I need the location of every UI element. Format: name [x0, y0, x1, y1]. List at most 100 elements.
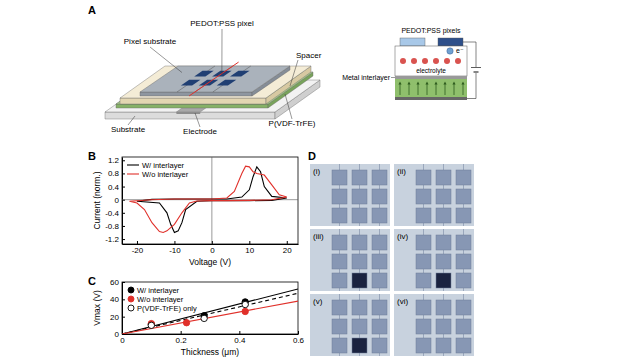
legend-entry: P(VDF-TrFE) only	[137, 304, 197, 313]
pixel	[456, 300, 471, 315]
x-axis: -20-1001020	[123, 241, 299, 255]
x-axis-title: Thickness (μm)	[181, 347, 239, 357]
pixel	[352, 189, 367, 204]
plot-frame	[122, 282, 298, 334]
tick-mark	[122, 226, 125, 227]
inset: PEDOT:PSS pixelse⁻electrolyteMetal inter…	[342, 27, 481, 100]
tick-mark	[122, 213, 125, 214]
label: Pixel substrate	[124, 37, 177, 46]
series-line	[122, 289, 298, 334]
legend-symbol	[127, 164, 139, 165]
tick-label: 0.6	[293, 336, 305, 345]
legend-entry: W/o interlayer	[137, 295, 184, 304]
leader-line	[150, 47, 182, 73]
polarization-arrow	[463, 83, 464, 95]
tick-label: 40	[110, 295, 119, 304]
polarization-arrow	[400, 83, 401, 95]
tick-label: 0	[115, 196, 120, 205]
battery	[474, 71, 479, 72]
tick-mark	[249, 241, 250, 244]
tick-mark	[122, 334, 125, 335]
ion	[411, 58, 417, 64]
data-layer	[122, 289, 298, 334]
tick: 0.4	[234, 331, 246, 345]
tick: 0	[115, 330, 125, 339]
active-pixel	[436, 273, 451, 288]
pixel	[352, 170, 367, 185]
label: P(VDF-TrFE)	[269, 119, 316, 128]
leader-line	[195, 113, 200, 127]
photo-label: (v)	[313, 297, 323, 306]
inset-pixel	[400, 38, 425, 46]
tick-label: 1.2	[108, 156, 120, 165]
polarization-arrow	[436, 83, 437, 95]
photo	[394, 164, 474, 226]
tick-label: 20	[283, 246, 292, 255]
tick-mark	[298, 331, 299, 334]
background	[0, 0, 640, 360]
series-line	[129, 166, 286, 232]
data-point	[201, 315, 207, 321]
inset-pixel	[438, 38, 463, 46]
tick-label: 0.4	[108, 183, 120, 192]
pixel	[436, 319, 451, 334]
pixel	[436, 338, 451, 353]
photo-label: (iv)	[397, 232, 408, 241]
label: Substrate	[111, 125, 146, 134]
legend: W/ interlayerW/o interlayer	[127, 161, 189, 179]
pixel	[456, 254, 471, 269]
label: Spacer	[296, 51, 322, 60]
pixel	[332, 170, 347, 185]
tick-mark	[122, 173, 125, 174]
tick: 20	[283, 241, 292, 255]
photo-label: (iii)	[313, 232, 324, 241]
active-pixel	[352, 338, 367, 353]
inset-label: PEDOT:PSS pixels	[401, 27, 461, 35]
battery	[471, 67, 481, 68]
axis-line	[122, 158, 123, 245]
chart: -20-1001020-1.2-0.8-0.400.40.81.2Voltage…	[88, 150, 299, 267]
pixel	[436, 189, 451, 204]
pixel	[416, 254, 431, 269]
pixel	[456, 338, 471, 353]
panel-label: D	[308, 150, 316, 162]
photo-label: (vi)	[397, 297, 408, 306]
pixel	[372, 319, 387, 334]
electron	[447, 48, 453, 54]
ion	[455, 58, 461, 64]
tick-label: 0	[120, 336, 125, 345]
pixel	[456, 170, 471, 185]
data-point	[242, 308, 248, 314]
tick: -10	[169, 241, 181, 255]
ion	[444, 58, 450, 64]
pixel	[352, 208, 367, 223]
pixel-substrate-top	[140, 66, 290, 92]
photo-background	[394, 229, 474, 291]
tick-label: -20	[132, 246, 144, 255]
pixel	[372, 189, 387, 204]
label: Electrode	[183, 127, 217, 136]
pixel	[372, 273, 387, 288]
electrolyte-layer	[395, 46, 467, 76]
pixel	[416, 235, 431, 250]
photo	[394, 229, 474, 291]
photo	[310, 164, 390, 226]
y-axis-title: Vmax (V)	[92, 290, 102, 326]
legend-symbol	[128, 296, 134, 302]
x-axis-title: Voltage (V)	[189, 257, 231, 267]
tick-label: -1.2	[105, 235, 119, 244]
tick-mark	[181, 331, 182, 334]
plot-frame	[122, 157, 298, 244]
pixel	[436, 208, 451, 223]
tick-label: 10	[245, 246, 254, 255]
tick-label: -0.8	[105, 222, 119, 231]
series-line	[122, 293, 298, 334]
tick: -0.4	[105, 209, 125, 218]
pixel	[332, 189, 347, 204]
x-axis: 00.20.40.6	[120, 331, 304, 345]
pixel	[436, 235, 451, 250]
legend-symbol	[127, 173, 139, 174]
tick-mark	[122, 317, 125, 318]
y-axis: -1.2-0.8-0.400.40.81.2	[105, 156, 125, 244]
pixel	[416, 208, 431, 223]
